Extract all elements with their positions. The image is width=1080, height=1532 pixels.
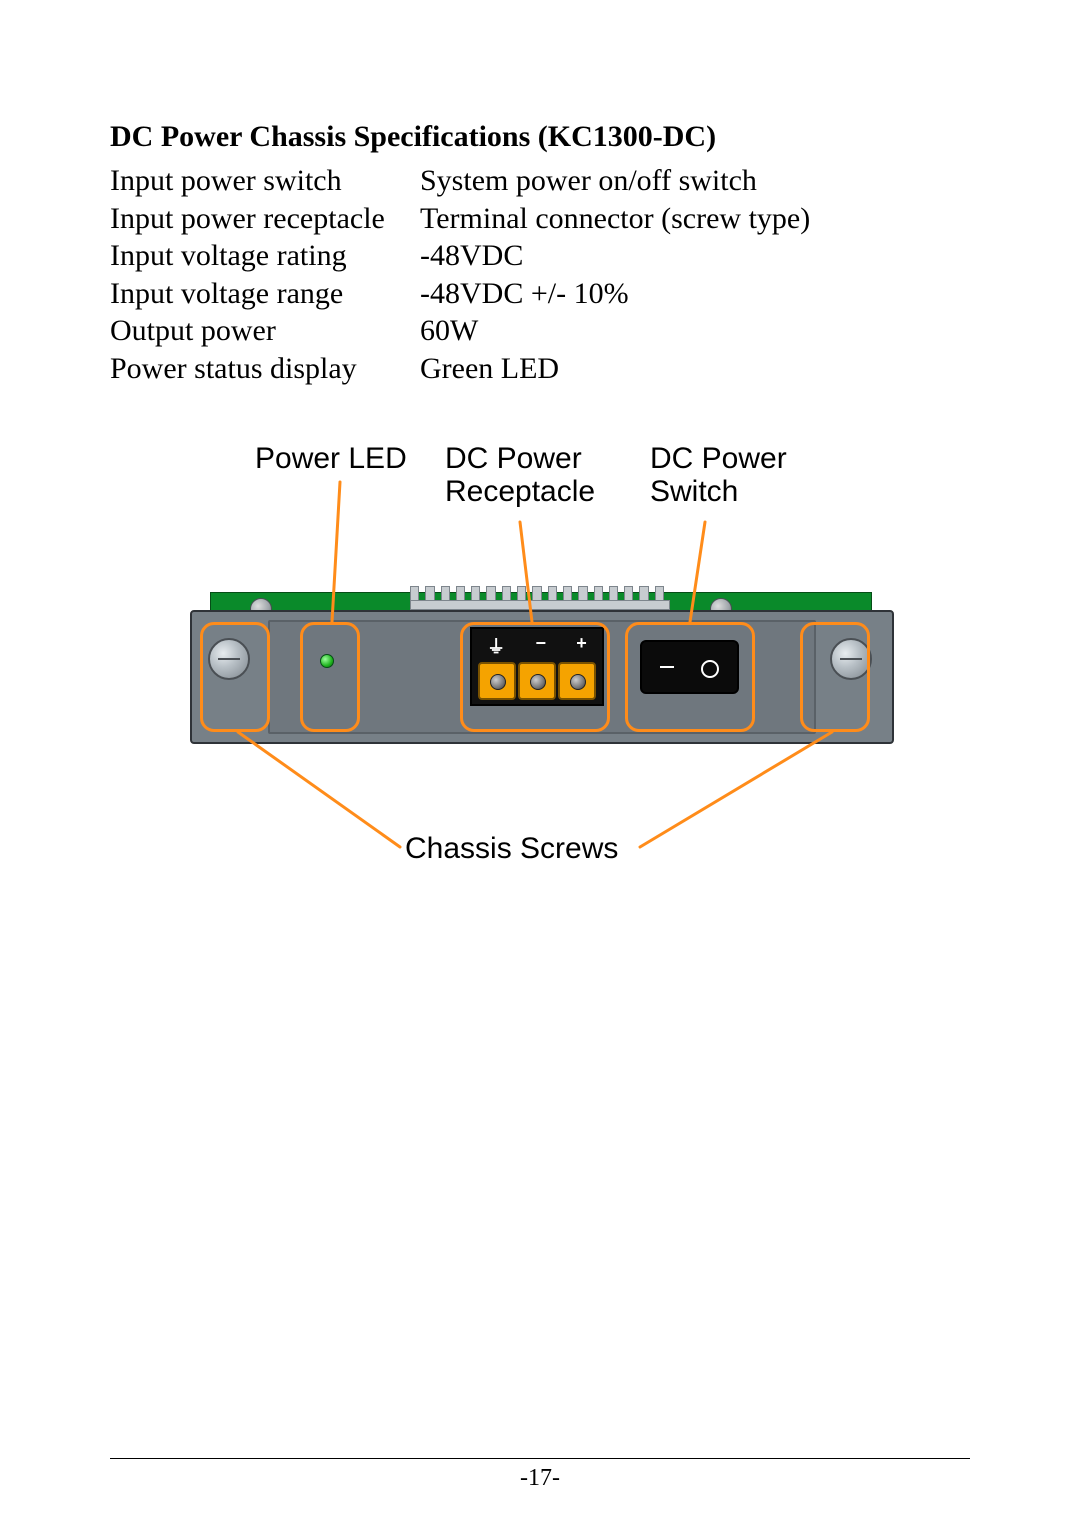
highlight-box-terminal: [460, 622, 610, 732]
highlight-box-switch: [625, 622, 755, 732]
spec-value: -48VDC: [420, 237, 970, 275]
highlight-box-led: [300, 622, 360, 732]
spec-table: Input power switchSystem power on/off sw…: [110, 162, 970, 387]
spec-label: Input power receptacle: [110, 200, 420, 238]
label-chassis-screws: Chassis Screws: [405, 832, 618, 865]
spec-row: Output power60W: [110, 312, 970, 350]
spec-row: Power status displayGreen LED: [110, 350, 970, 388]
page-number: -17-: [520, 1465, 560, 1491]
spec-label: Input power switch: [110, 162, 420, 200]
spec-row: Input power switchSystem power on/off sw…: [110, 162, 970, 200]
spec-label: Input voltage rating: [110, 237, 420, 275]
spec-row: Input power receptacleTerminal connector…: [110, 200, 970, 238]
highlight-box-screw-right: [800, 622, 870, 732]
spec-value: System power on/off switch: [420, 162, 970, 200]
spec-label: Power status display: [110, 350, 420, 388]
footer-rule: [110, 1458, 970, 1459]
section-title: DC Power Chassis Specifications (KC1300-…: [110, 120, 970, 154]
label-power-led: Power LED: [255, 442, 407, 475]
highlight-box-screw-left: [200, 622, 270, 732]
spec-value: Green LED: [420, 350, 970, 388]
label-dc-power-receptacle: DC Power Receptacle: [445, 442, 595, 508]
spec-value: 60W: [420, 312, 970, 350]
label-dc-power-switch: DC Power Switch: [650, 442, 787, 508]
spec-label: Output power: [110, 312, 420, 350]
heatsink-icon: [410, 584, 670, 610]
chassis-diagram: Power LED DC Power Receptacle DC Power S…: [160, 442, 920, 902]
spec-row: Input voltage rating-48VDC: [110, 237, 970, 275]
spec-value: Terminal connector (screw type): [420, 200, 970, 238]
spec-value: -48VDC +/- 10%: [420, 275, 970, 313]
spec-label: Input voltage range: [110, 275, 420, 313]
spec-row: Input voltage range-48VDC +/- 10%: [110, 275, 970, 313]
